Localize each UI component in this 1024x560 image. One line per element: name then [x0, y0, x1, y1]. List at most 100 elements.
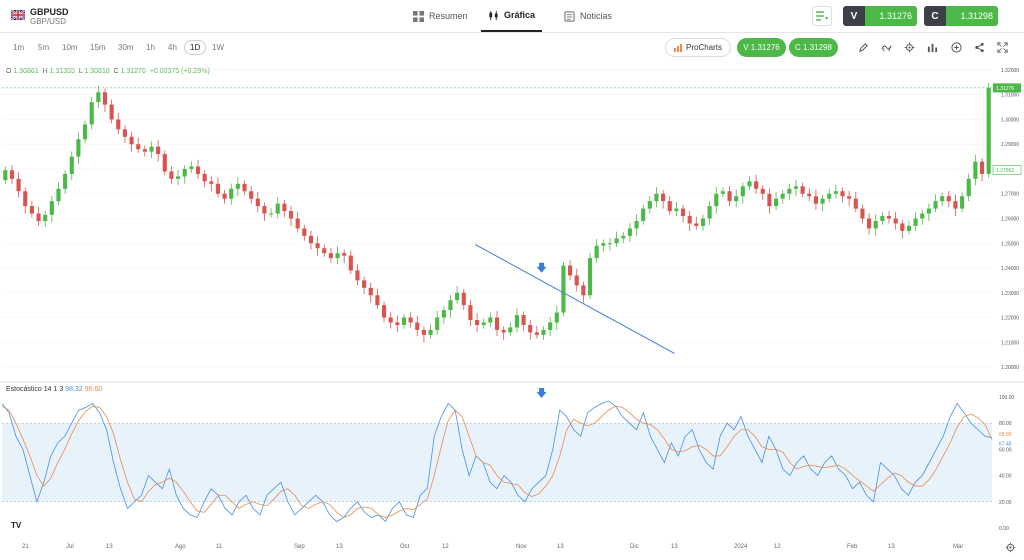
stochastic-k-line: [1, 400, 993, 523]
candle-body: [43, 214, 48, 221]
tab-noticias[interactable]: Noticias: [564, 0, 612, 32]
sell-pill-button[interactable]: V 1.31276: [737, 38, 786, 57]
stochastic-name: Estocástico: [6, 386, 42, 393]
candle-body: [89, 102, 94, 125]
ohlc-h-label: H: [42, 68, 48, 75]
candle-body: [568, 265, 573, 276]
procharts-button[interactable]: ProCharts: [665, 38, 732, 57]
watchlist-menu-button[interactable]: [812, 6, 832, 26]
candle-body: [388, 317, 393, 323]
timeframe-1h[interactable]: 1h: [146, 43, 155, 52]
timeframe-10m[interactable]: 10m: [62, 43, 78, 52]
timeframe-30m[interactable]: 30m: [118, 43, 134, 52]
time-axis-label: 11: [216, 544, 223, 550]
candle-body: [295, 218, 300, 229]
top-bar: GBPUSD GBP/USD Resumen Gráfica Noticias …: [0, 0, 1024, 33]
candle-body: [3, 170, 8, 181]
candle-body: [381, 305, 387, 318]
chart-canvas[interactable]: 1.320001.310001.300001.290001.280001.270…: [0, 60, 1024, 542]
candle-body: [408, 317, 413, 323]
time-axis-label: 13: [336, 544, 343, 550]
candle-body: [979, 161, 985, 174]
candle-body: [521, 315, 526, 325]
timeframe-5m[interactable]: 5m: [38, 43, 50, 52]
price-axis-label: 1.27000: [1001, 192, 1019, 198]
candle-body: [69, 156, 74, 174]
tab-label: Resumen: [429, 11, 468, 21]
tab-grafica[interactable]: Gráfica: [481, 0, 542, 32]
tradingview-logo: [9, 519, 25, 531]
price-axis-label: 1.29000: [1001, 142, 1019, 148]
candle-body: [880, 216, 885, 221]
timeframe-15m[interactable]: 15m: [90, 43, 106, 52]
candle-body: [820, 198, 825, 204]
current-price-tag: [993, 83, 1021, 93]
candle-body: [807, 193, 812, 197]
fullscreen-icon[interactable]: [997, 42, 1008, 53]
sell-price-button[interactable]: V 1.31276: [843, 6, 917, 26]
ohlc-change: +0.00375 (+0.29%): [149, 68, 210, 75]
candle-body: [601, 243, 606, 246]
price-axis: 1.320001.310001.300001.290001.280001.270…: [2, 68, 1022, 371]
timeframe-4h[interactable]: 4h: [168, 43, 177, 52]
candle-body: [840, 191, 845, 197]
pencil-icon[interactable]: [858, 42, 869, 53]
tradingview-logo-text: TV: [11, 521, 22, 530]
time-axis-label: 13: [557, 544, 564, 550]
axis-settings-icon[interactable]: [1005, 542, 1016, 553]
candle-body: [561, 265, 566, 313]
candle-body: [302, 228, 307, 236]
tab-resumen[interactable]: Resumen: [413, 0, 468, 32]
candle-body: [953, 201, 958, 209]
ohlc-open: 1.30861: [13, 68, 39, 75]
candle-body: [966, 178, 971, 197]
indicators-icon[interactable]: [881, 42, 892, 53]
buy-pill-button[interactable]: C 1.31298: [789, 38, 838, 57]
candle-body: [202, 173, 207, 182]
add-icon[interactable]: [951, 42, 962, 53]
down-arrow-icon: [536, 388, 547, 398]
timeframe-1m[interactable]: 1m: [13, 43, 25, 52]
candle-body: [674, 208, 679, 212]
stochastic-band: [2, 423, 992, 502]
procharts-icon: [674, 43, 682, 52]
candle-body: [720, 191, 725, 194]
candle-body: [694, 223, 699, 226]
candle-body: [23, 191, 28, 207]
candle-body: [29, 206, 34, 214]
ohlc-close: 1.31276: [120, 68, 146, 75]
price-axis-label: 1.21000: [1001, 340, 1019, 346]
candle-body: [548, 322, 553, 330]
candle-body: [574, 275, 579, 286]
price-axis-label: 1.30000: [1001, 117, 1019, 123]
candle-body: [940, 196, 945, 202]
candle-body: [448, 300, 453, 311]
candle-body: [581, 285, 586, 296]
candle-body: [827, 193, 832, 199]
candle-body: [754, 181, 759, 189]
settings-icon[interactable]: [904, 42, 915, 53]
candle-body: [760, 188, 765, 194]
bar-chart-icon[interactable]: [927, 42, 938, 53]
buy-price-button[interactable]: C 1.31298: [924, 6, 998, 26]
time-axis-label: Sep: [294, 544, 305, 550]
time-axis-label: Nov: [516, 544, 527, 550]
candle-body: [169, 171, 174, 179]
timeframe-1d[interactable]: 1D: [184, 40, 207, 55]
ohlc-o-label: O: [6, 68, 12, 75]
candle-body: [441, 310, 446, 318]
stochastic-axis-label: 60.00: [999, 447, 1012, 453]
secondary-price-tag: [992, 165, 1022, 175]
time-axis-label: Feb: [847, 544, 858, 550]
timeframe-1w[interactable]: 1W: [212, 43, 224, 52]
symbol-name: GBPUSD: [30, 7, 69, 17]
candle-body: [109, 104, 114, 120]
share-icon[interactable]: [974, 42, 985, 53]
candle-body: [235, 183, 240, 189]
price-candles: [3, 82, 991, 343]
candle-body: [780, 193, 785, 199]
candle-body: [468, 305, 473, 321]
chart-annotations: [474, 244, 675, 398]
candle-body: [667, 201, 672, 212]
candle-body: [913, 218, 918, 226]
